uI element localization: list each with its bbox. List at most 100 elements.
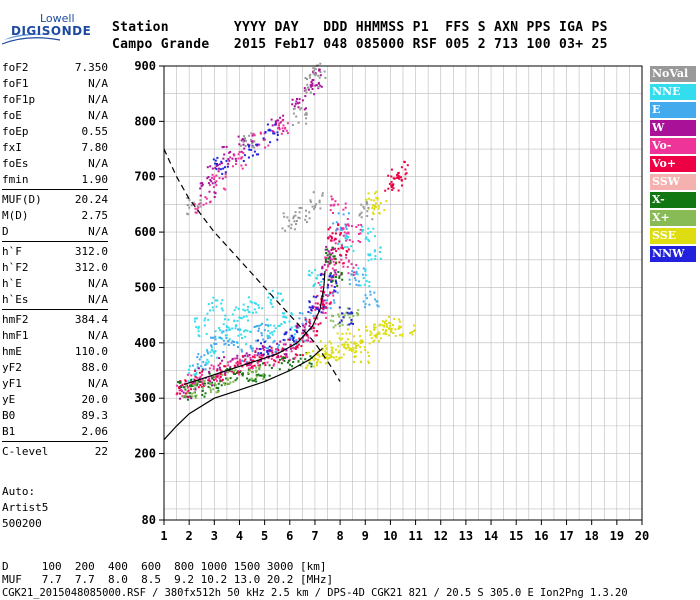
echo-point-nne xyxy=(347,236,350,238)
echo-point-nnw xyxy=(212,158,215,161)
echo-point-nnw xyxy=(222,167,225,170)
echo-point-w xyxy=(305,107,307,110)
param-row: h`F 312.0 xyxy=(2,244,108,260)
echo-point-w xyxy=(324,248,327,251)
echo-point-vo- xyxy=(272,364,275,367)
echo-point-x- xyxy=(297,360,300,363)
echo-point-vo- xyxy=(395,176,398,179)
echo-point-w xyxy=(232,153,235,156)
echo-point-w xyxy=(271,124,274,127)
echo-point-vo- xyxy=(334,242,337,245)
echo-point-x- xyxy=(327,278,330,281)
echo-point-vo- xyxy=(200,385,203,388)
echo-point-w xyxy=(325,245,328,248)
echo-point-nnw xyxy=(308,306,311,309)
echo-point-e xyxy=(204,368,207,371)
echo-point-x- xyxy=(217,387,220,390)
auto-label: Auto: xyxy=(2,485,36,498)
echo-point-vo- xyxy=(213,175,216,178)
echo-point-vo- xyxy=(212,365,215,368)
echo-point-nnw xyxy=(269,129,272,132)
echo-point-w xyxy=(251,141,254,144)
echo-point-nnw xyxy=(327,284,330,287)
param-value: 384.4 xyxy=(74,313,108,326)
echo-point-sse xyxy=(332,356,335,359)
echo-point-nne xyxy=(195,326,198,329)
echo-point-nne xyxy=(246,308,249,311)
echo-point-noval xyxy=(192,201,195,204)
echo-point-nne xyxy=(247,296,250,299)
echo-point-e xyxy=(336,291,339,294)
echo-point-w xyxy=(260,359,262,362)
x-tick-label: 11 xyxy=(408,529,422,543)
echo-point-vo- xyxy=(239,360,241,363)
echo-point-sse xyxy=(385,333,388,336)
echo-point-vo- xyxy=(286,132,289,135)
echo-point-nne xyxy=(272,297,275,299)
echo-point-e xyxy=(290,337,293,340)
echo-point-vo- xyxy=(205,197,208,200)
param-name: M(D) xyxy=(2,209,29,222)
echo-point-e xyxy=(224,342,227,345)
echo-point-vo- xyxy=(344,202,347,205)
echo-point-noval xyxy=(199,199,202,202)
echo-point-sse xyxy=(305,367,307,370)
echo-point-nnw xyxy=(266,123,269,126)
echo-point-noval xyxy=(305,117,307,120)
echo-point-e xyxy=(225,337,228,339)
echo-point-sse xyxy=(394,328,397,331)
echo-point-e xyxy=(333,301,336,304)
echo-point-x- xyxy=(213,375,216,378)
echo-point-vo- xyxy=(351,240,354,243)
echo-point-nne xyxy=(269,299,272,301)
echo-point-vo- xyxy=(328,251,331,254)
echo-point-nnw xyxy=(225,159,228,162)
echo-point-vo- xyxy=(181,395,184,398)
echo-point-vo- xyxy=(294,356,297,359)
param-name: D xyxy=(2,225,9,238)
echo-point-sse xyxy=(388,321,391,324)
echo-point-w xyxy=(206,177,209,180)
echo-point-vo- xyxy=(266,361,269,364)
echo-point-vo- xyxy=(274,360,277,363)
echo-point-noval xyxy=(360,203,363,206)
echo-point-noval xyxy=(317,74,320,77)
echo-point-e xyxy=(339,226,342,229)
echo-point-nne xyxy=(247,319,249,322)
echo-point-w xyxy=(317,82,320,85)
echo-point-nne xyxy=(260,323,262,326)
param-name: h`Es xyxy=(2,293,29,306)
echo-point-nne xyxy=(364,274,367,277)
echo-point-noval xyxy=(286,216,289,219)
echo-point-w xyxy=(213,196,216,198)
echo-point-sse xyxy=(361,340,364,343)
echo-point-e xyxy=(348,283,351,286)
echo-point-vo- xyxy=(400,178,403,181)
echo-point-vo- xyxy=(257,143,260,146)
echo-point-nne xyxy=(269,324,272,327)
echo-point-x- xyxy=(287,368,290,371)
echo-point-nne xyxy=(267,335,270,337)
echo-point-w xyxy=(250,140,253,143)
echo-point-x- xyxy=(191,385,194,387)
echo-point-x- xyxy=(210,391,212,394)
echo-point-sse xyxy=(373,326,375,329)
echo-point-sse xyxy=(387,327,390,330)
echo-point-w xyxy=(199,194,202,197)
echo-point-noval xyxy=(188,199,191,202)
echo-point-x- xyxy=(241,374,244,377)
echo-point-vo- xyxy=(264,138,266,141)
echo-point-w xyxy=(291,103,294,106)
echo-point-vo- xyxy=(246,364,249,367)
echo-point-w xyxy=(236,357,239,360)
param-value: 2.75 xyxy=(81,209,109,222)
echo-point-sse xyxy=(305,352,308,355)
echo-point-nnw xyxy=(328,275,331,278)
echo-point-vo- xyxy=(351,225,353,228)
echo-point-e xyxy=(210,336,212,339)
echo-point-vo- xyxy=(323,304,326,307)
echo-point-noval xyxy=(294,214,297,217)
echo-point-x- xyxy=(253,379,256,382)
echo-point-sse xyxy=(413,324,416,327)
echo-point-vo- xyxy=(359,241,362,243)
